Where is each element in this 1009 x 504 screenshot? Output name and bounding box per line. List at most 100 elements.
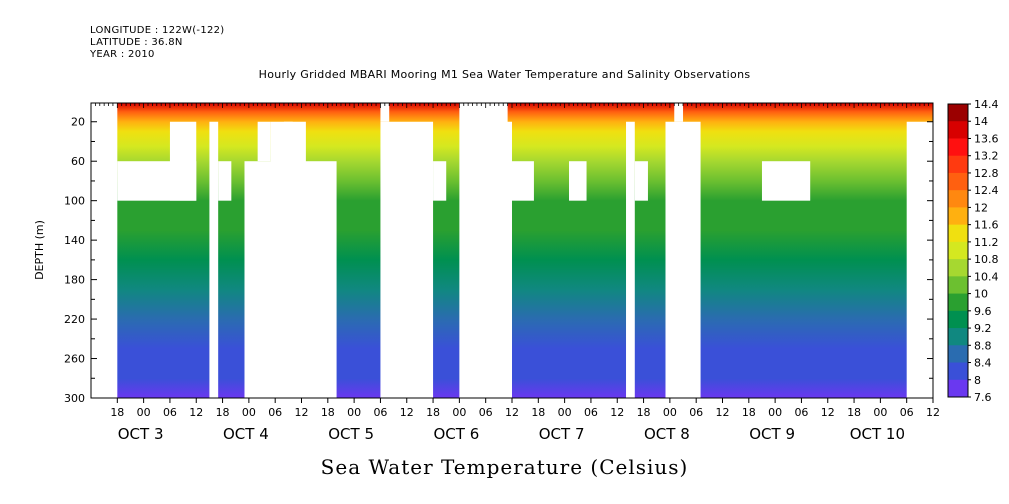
x-tick-label: 18: [847, 406, 861, 419]
colorbar-swatch: [948, 345, 968, 364]
missing-data-region: [257, 121, 271, 162]
colorbar-swatch: [948, 138, 968, 157]
colorbar-swatch: [948, 362, 968, 381]
x-tick-label: 18: [216, 406, 230, 419]
x-tick-label: 18: [426, 406, 440, 419]
x-tick-label: 12: [295, 406, 309, 419]
y-tick-label: 260: [64, 353, 85, 366]
chart-title: Hourly Gridded MBARI Mooring M1 Sea Wate…: [258, 68, 751, 81]
colorbar-swatch: [948, 155, 968, 174]
colorbar-swatch: [948, 259, 968, 277]
colorbar-label: 11.2: [974, 236, 999, 249]
x-axis-title: Sea Water Temperature (Celsius): [320, 455, 689, 479]
missing-data-region: [626, 121, 635, 398]
colorbar-swatch: [948, 224, 968, 243]
colorbar-swatch: [948, 379, 968, 398]
y-tick-label: 180: [64, 274, 85, 287]
colorbar-label: 10.8: [974, 253, 999, 266]
x-tick-label: 00: [873, 406, 887, 419]
x-tick-label: 00: [558, 406, 572, 419]
colorbar-swatch: [948, 172, 968, 191]
colorbar-swatch: [948, 328, 968, 346]
missing-data-region: [433, 161, 447, 201]
x-tick-label: 18: [531, 406, 545, 419]
colorbar-swatch: [948, 241, 968, 260]
missing-data-region: [674, 103, 684, 122]
missing-data-region: [380, 103, 390, 122]
colorbar-swatch: [948, 207, 968, 226]
colorbar-frame: [947, 103, 969, 398]
colorbar-swatch: [948, 190, 968, 208]
x-tick-label: 00: [768, 406, 782, 419]
x-tick-label: 18: [637, 406, 651, 419]
missing-data-region: [169, 121, 197, 201]
missing-data-region: [270, 121, 306, 398]
x-day-label: OCT 3: [118, 425, 164, 443]
x-tick-label: 12: [926, 406, 940, 419]
longitude-label: LONGITUDE : 122W(-122): [90, 25, 225, 36]
missing-data-region: [209, 121, 219, 398]
x-tick-label: 06: [479, 406, 493, 419]
colorbar-label: 12.8: [974, 167, 999, 180]
missing-data-region: [380, 121, 434, 398]
colorbar-label: 13.6: [974, 132, 999, 145]
missing-data-region: [761, 161, 811, 201]
plot-area: [91, 103, 933, 398]
x-day-label: OCT 5: [328, 425, 374, 443]
x-tick-label: 06: [584, 406, 598, 419]
x-day-label: OCT 6: [433, 425, 479, 443]
x-tick-label: 12: [716, 406, 730, 419]
x-tick-label: 12: [505, 406, 519, 419]
y-tick-label: 100: [64, 195, 85, 208]
year-label: YEAR : 2010: [90, 49, 155, 60]
x-tick-label: 00: [242, 406, 256, 419]
x-day-label: OCT 10: [850, 425, 905, 443]
x-tick-label: 18: [110, 406, 124, 419]
missing-data-region: [283, 121, 293, 162]
missing-data-region: [569, 161, 587, 201]
colorbar-label: 9.2: [974, 322, 992, 335]
missing-data-region: [665, 121, 701, 398]
y-tick-label: 300: [64, 392, 85, 405]
x-tick-label: 06: [268, 406, 282, 419]
y-tick-label: 220: [64, 313, 85, 326]
x-tick-label: 18: [321, 406, 335, 419]
x-tick-label: 12: [189, 406, 203, 419]
x-day-label: OCT 7: [539, 425, 585, 443]
x-tick-label: 06: [163, 406, 177, 419]
missing-data-region: [490, 121, 512, 398]
y-tick-label: 140: [64, 234, 85, 247]
x-tick-label: 00: [452, 406, 466, 419]
x-day-label: OCT 9: [749, 425, 795, 443]
x-tick-label: 12: [821, 406, 835, 419]
colorbar-swatch: [948, 310, 968, 329]
missing-data-region: [634, 161, 648, 201]
x-tick-label: 12: [400, 406, 414, 419]
missing-data-region: [512, 161, 534, 201]
colorbar-label: 9.6: [974, 305, 992, 318]
x-day-label: OCT 4: [223, 425, 269, 443]
colorbar-swatch: [948, 121, 968, 139]
missing-data-region: [218, 161, 232, 201]
colorbar-label: 11.6: [974, 219, 999, 232]
y-tick-label: 20: [71, 116, 85, 129]
colorbar-label: 8: [974, 374, 981, 387]
x-tick-label: 12: [610, 406, 624, 419]
x-tick-label: 18: [742, 406, 756, 419]
colorbar-swatch: [948, 104, 968, 122]
colorbar-swatch: [948, 293, 968, 312]
latitude-label: LATITUDE : 36.8N: [90, 37, 183, 48]
colorbar-label: 8.8: [974, 339, 992, 352]
colorbar: 14.4 14 13.6 13.2 12.8 12.4 12 11.6 11.2 10.8 10.4…: [947, 98, 999, 404]
x-tick-label: 00: [663, 406, 677, 419]
x-tick-label: 06: [689, 406, 703, 419]
x-tick-label: 06: [794, 406, 808, 419]
colorbar-label: 8.4: [974, 357, 992, 370]
colorbar-label: 10.4: [974, 270, 999, 283]
y-axis-label: DEPTH (m): [33, 220, 46, 280]
x-day-label: OCT 8: [644, 425, 690, 443]
x-tick-label: 06: [373, 406, 387, 419]
colorbar-label: 14: [974, 115, 988, 128]
missing-data-region: [906, 121, 933, 398]
